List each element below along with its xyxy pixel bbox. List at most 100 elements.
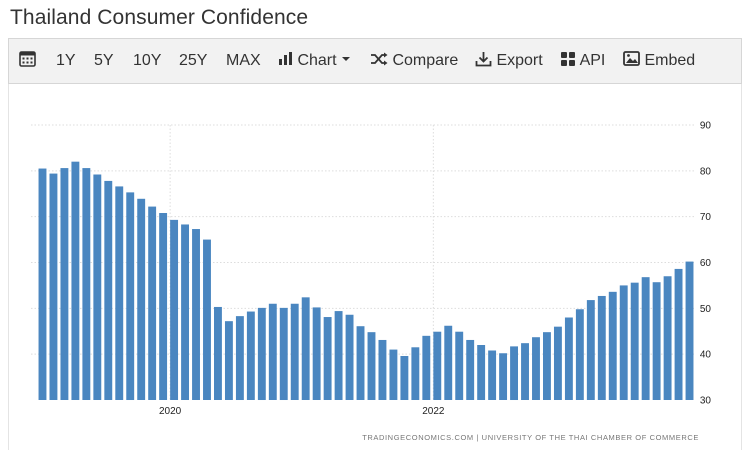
bar[interactable] bbox=[532, 337, 540, 400]
bar[interactable] bbox=[685, 261, 694, 400]
y-tick-label: 70 bbox=[700, 212, 712, 223]
bar[interactable] bbox=[674, 268, 683, 400]
gridlines bbox=[31, 124, 695, 400]
bar[interactable] bbox=[93, 174, 102, 401]
y-tick-label: 30 bbox=[700, 396, 712, 407]
bar[interactable] bbox=[268, 303, 277, 400]
bar[interactable] bbox=[411, 347, 420, 400]
bar[interactable] bbox=[82, 168, 91, 400]
bar[interactable] bbox=[422, 335, 431, 400]
bar[interactable] bbox=[214, 306, 222, 400]
api-button[interactable]: API bbox=[560, 39, 605, 83]
y-tick-label: 60 bbox=[700, 258, 712, 269]
download-icon bbox=[475, 51, 492, 67]
bar[interactable] bbox=[290, 303, 299, 400]
bar[interactable] bbox=[564, 317, 573, 401]
bar[interactable] bbox=[301, 297, 310, 400]
chart-type-dropdown[interactable]: Chart bbox=[278, 39, 351, 83]
chart-panel: 30 40 50 60 70 80 90 2020 2022 TRADINGECONOMICS.… bbox=[8, 84, 742, 450]
chart-type-label: Chart bbox=[297, 52, 337, 69]
range-10y-button[interactable]: 10Y bbox=[133, 52, 162, 69]
shuffle-icon bbox=[371, 52, 388, 66]
bar[interactable] bbox=[181, 224, 189, 400]
bar[interactable] bbox=[499, 353, 508, 400]
bar[interactable] bbox=[543, 332, 551, 400]
y-tick-label: 40 bbox=[700, 350, 712, 361]
embed-label: Embed bbox=[644, 52, 696, 69]
bar[interactable] bbox=[334, 311, 343, 400]
bar[interactable] bbox=[279, 307, 288, 401]
range-1y-button[interactable]: 1Y bbox=[56, 52, 76, 69]
bar-series bbox=[38, 161, 694, 401]
bar[interactable] bbox=[444, 325, 453, 400]
bar[interactable] bbox=[510, 346, 518, 401]
bar[interactable] bbox=[356, 326, 365, 400]
bar[interactable] bbox=[400, 356, 409, 400]
bar[interactable] bbox=[378, 339, 387, 400]
bar[interactable] bbox=[477, 345, 486, 400]
calendar-icon bbox=[19, 51, 36, 68]
api-label: API bbox=[579, 52, 606, 69]
embed-button[interactable]: Embed bbox=[623, 39, 695, 83]
bar-chart-icon bbox=[279, 52, 292, 66]
bar[interactable] bbox=[630, 282, 639, 400]
bar[interactable] bbox=[608, 291, 617, 400]
y-tick-label: 80 bbox=[700, 166, 712, 177]
bar[interactable] bbox=[192, 229, 200, 400]
bar[interactable] bbox=[224, 321, 233, 400]
bar[interactable] bbox=[652, 282, 661, 400]
x-tick-label: 2020 bbox=[159, 406, 182, 417]
page-title: Thailand Consumer Confidence bbox=[10, 6, 309, 29]
bar[interactable] bbox=[246, 311, 255, 400]
bar[interactable] bbox=[60, 168, 69, 400]
bar[interactable] bbox=[433, 331, 442, 400]
bar[interactable] bbox=[389, 349, 398, 400]
axis-labels: 30 40 50 60 70 80 90 2020 2022 bbox=[159, 121, 711, 418]
bar[interactable] bbox=[104, 180, 113, 400]
bar[interactable] bbox=[115, 186, 124, 400]
bar[interactable] bbox=[663, 276, 672, 400]
bar[interactable] bbox=[159, 213, 168, 400]
bar[interactable] bbox=[126, 192, 135, 401]
x-tick-label: 2022 bbox=[422, 406, 445, 417]
export-label: Export bbox=[496, 52, 543, 69]
compare-label: Compare bbox=[392, 52, 459, 69]
bar[interactable] bbox=[597, 295, 606, 400]
y-tick-label: 50 bbox=[700, 304, 712, 315]
range-max-button[interactable]: MAX bbox=[226, 52, 261, 69]
bar[interactable] bbox=[488, 350, 497, 401]
bar[interactable] bbox=[345, 314, 354, 400]
y-tick-label: 90 bbox=[700, 121, 712, 132]
bar[interactable] bbox=[312, 307, 321, 400]
bar[interactable] bbox=[619, 285, 628, 400]
bar-chart: 30 40 50 60 70 80 90 2020 2022 TRADINGECONOMICS.… bbox=[31, 121, 711, 442]
caret-down-icon bbox=[342, 56, 351, 61]
bar[interactable] bbox=[586, 300, 595, 400]
bar[interactable] bbox=[203, 239, 211, 400]
bar[interactable] bbox=[553, 326, 562, 400]
calendar-button[interactable] bbox=[19, 39, 36, 83]
range-5y-button[interactable]: 5Y bbox=[94, 52, 114, 69]
chart-toolbar: 1Y 5Y 10Y 25Y MAX Chart Compare Export bbox=[8, 38, 742, 84]
bar[interactable] bbox=[455, 331, 464, 400]
bar[interactable] bbox=[235, 316, 244, 401]
bar[interactable] bbox=[521, 343, 529, 400]
source-credit: TRADINGECONOMICS.COM | UNIVERSITY OF THE… bbox=[362, 433, 699, 442]
bar[interactable] bbox=[466, 339, 475, 400]
bar[interactable] bbox=[257, 307, 266, 401]
bar[interactable] bbox=[49, 173, 58, 400]
export-button[interactable]: Export bbox=[475, 39, 543, 83]
compare-button[interactable]: Compare bbox=[370, 39, 458, 83]
grid-icon bbox=[561, 51, 575, 66]
bar[interactable] bbox=[137, 198, 146, 400]
bar[interactable] bbox=[367, 332, 376, 400]
bar[interactable] bbox=[323, 317, 332, 400]
bar[interactable] bbox=[148, 206, 157, 400]
image-icon bbox=[623, 51, 640, 67]
bar[interactable] bbox=[641, 277, 650, 400]
bar[interactable] bbox=[38, 168, 47, 400]
bar[interactable] bbox=[71, 161, 80, 400]
bar[interactable] bbox=[170, 219, 179, 400]
range-25y-button[interactable]: 25Y bbox=[179, 52, 208, 69]
bar[interactable] bbox=[575, 309, 584, 400]
